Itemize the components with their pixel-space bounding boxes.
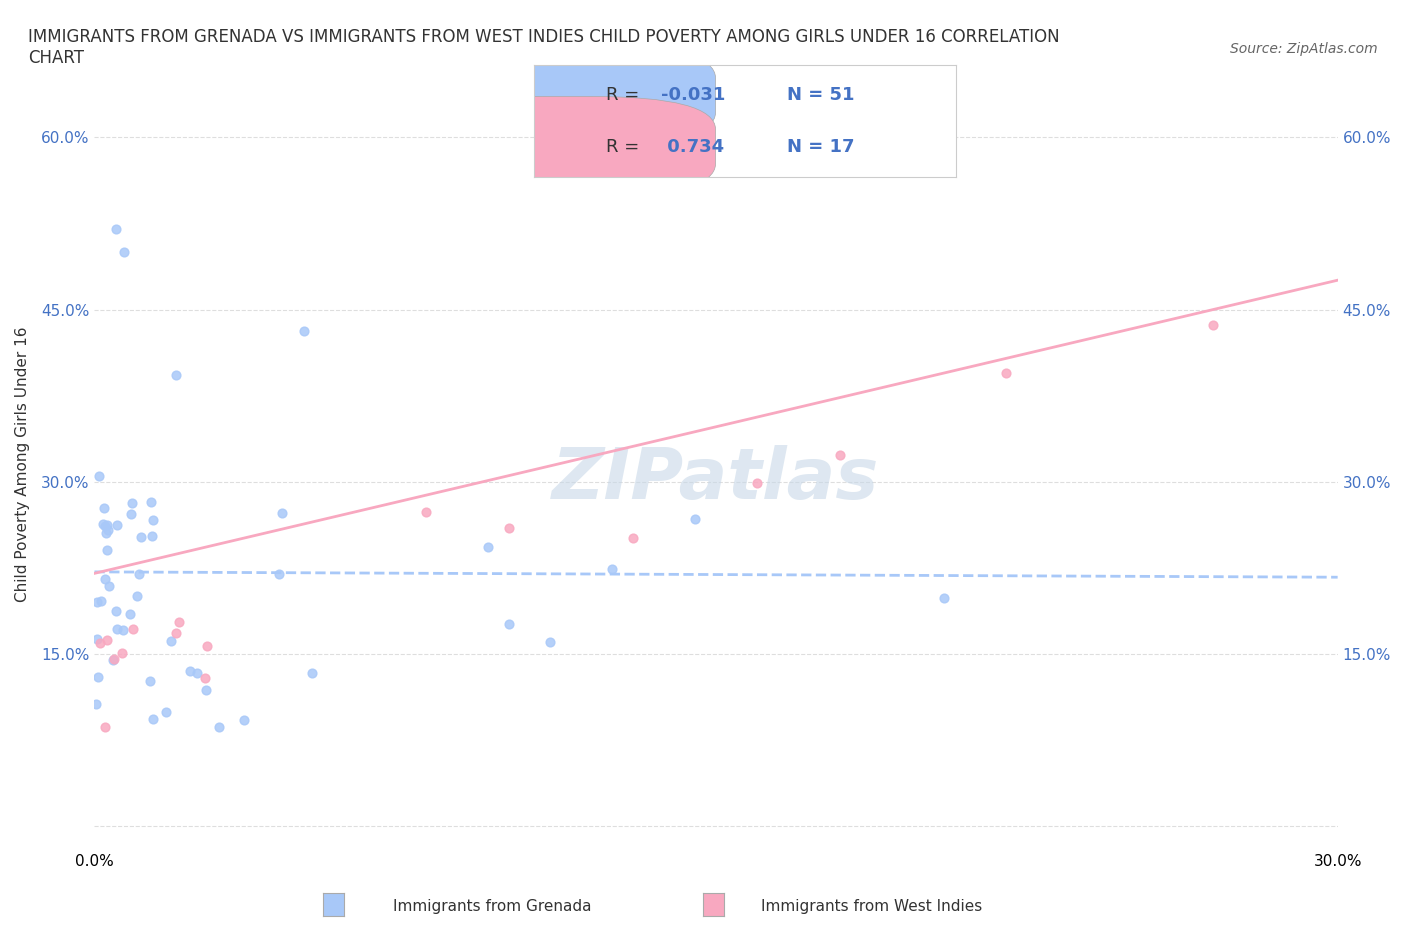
Point xyxy=(91,516,114,531)
Point xyxy=(208,719,231,734)
Text: ZIPatlas: ZIPatlas xyxy=(553,445,880,514)
Point xyxy=(101,653,124,668)
Point xyxy=(93,719,115,734)
Point xyxy=(292,324,315,339)
Point xyxy=(232,712,254,727)
Point xyxy=(621,530,644,545)
Point xyxy=(141,495,163,510)
Point xyxy=(97,522,120,537)
Text: IMMIGRANTS FROM GRENADA VS IMMIGRANTS FROM WEST INDIES CHILD POVERTY AMONG GIRLS: IMMIGRANTS FROM GRENADA VS IMMIGRANTS FR… xyxy=(28,28,1060,67)
Point xyxy=(104,604,127,618)
Point xyxy=(160,634,183,649)
Point xyxy=(94,572,117,587)
FancyBboxPatch shape xyxy=(420,45,716,145)
Point xyxy=(301,665,323,680)
Point xyxy=(167,614,190,629)
FancyBboxPatch shape xyxy=(420,97,716,197)
Point xyxy=(186,665,208,680)
Point xyxy=(685,512,707,526)
Point xyxy=(84,697,107,711)
Point xyxy=(87,670,110,684)
Point xyxy=(87,469,110,484)
Text: -0.031: -0.031 xyxy=(661,86,725,104)
Point xyxy=(194,671,217,685)
Point xyxy=(415,505,437,520)
Point xyxy=(538,635,561,650)
Point xyxy=(129,529,152,544)
Point xyxy=(139,673,162,688)
Point xyxy=(86,631,108,646)
Point xyxy=(195,639,218,654)
Point xyxy=(96,518,118,533)
Point xyxy=(86,595,108,610)
Text: N = 17: N = 17 xyxy=(787,138,855,155)
Point xyxy=(103,652,125,667)
Point xyxy=(602,562,624,577)
Point xyxy=(122,621,145,636)
Text: 0.734: 0.734 xyxy=(661,138,724,155)
Point xyxy=(104,221,127,236)
Point xyxy=(1202,318,1225,333)
Point xyxy=(155,705,177,720)
Text: N = 51: N = 51 xyxy=(787,86,855,104)
Point xyxy=(141,528,163,543)
Point xyxy=(94,518,117,533)
Point xyxy=(194,683,217,698)
Point xyxy=(111,622,134,637)
Point xyxy=(269,566,291,581)
Point xyxy=(128,566,150,581)
Text: R =: R = xyxy=(606,138,645,155)
Point xyxy=(93,500,115,515)
Text: Source: ZipAtlas.com: Source: ZipAtlas.com xyxy=(1230,42,1378,56)
Point xyxy=(477,539,499,554)
Point xyxy=(498,521,520,536)
Point xyxy=(112,245,135,259)
Point xyxy=(932,590,955,604)
Point xyxy=(89,635,111,650)
Point xyxy=(142,711,165,726)
Point xyxy=(120,506,142,521)
Y-axis label: Child Poverty Among Girls Under 16: Child Poverty Among Girls Under 16 xyxy=(15,326,30,602)
Point xyxy=(165,368,187,383)
Text: R =: R = xyxy=(606,86,645,104)
Point xyxy=(121,495,143,510)
Point xyxy=(94,525,117,540)
Point xyxy=(118,606,141,621)
Point xyxy=(747,475,769,490)
Point xyxy=(90,594,112,609)
Point xyxy=(98,578,121,593)
Point xyxy=(105,621,128,636)
Point xyxy=(830,447,852,462)
Point xyxy=(96,632,118,647)
Text: Immigrants from Grenada: Immigrants from Grenada xyxy=(392,899,592,914)
Point xyxy=(111,646,134,661)
Point xyxy=(498,617,520,631)
Point xyxy=(142,512,165,527)
Point xyxy=(165,626,187,641)
Point xyxy=(105,518,128,533)
Point xyxy=(179,663,201,678)
Point xyxy=(96,542,118,557)
Point xyxy=(270,506,292,521)
Text: Immigrants from West Indies: Immigrants from West Indies xyxy=(761,899,983,914)
Point xyxy=(995,365,1018,380)
Point xyxy=(125,589,148,604)
